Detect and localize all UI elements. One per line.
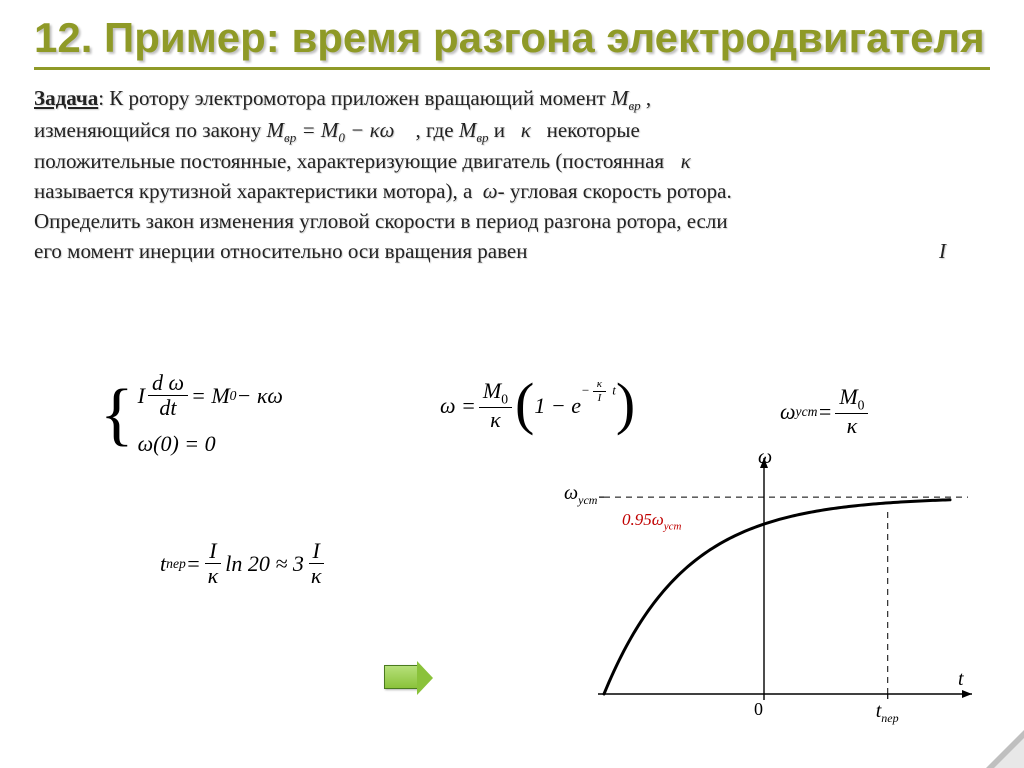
task-label: Задача: [34, 86, 98, 110]
x-axis-label: t: [958, 668, 964, 691]
eq-system: { I d ωdt = M0 − κω ω(0) = 0: [100, 372, 283, 457]
title-rule: [34, 67, 990, 70]
annot-95: 0.95ωуст: [622, 510, 681, 532]
page-curl-icon: [986, 730, 1024, 768]
y-axis-label: ω: [758, 446, 772, 469]
problem-statement: Задача: К ротору электромотора приложен …: [34, 84, 990, 267]
arrow-icon: [384, 665, 418, 689]
eq-solution: ω = M0κ ( 1 − e −κI t ): [440, 380, 635, 431]
eq-steady: ωуст = M0κ: [780, 386, 871, 437]
eq-tper: tпер = Iκ ln 20 ≈ 3 Iκ: [160, 540, 328, 587]
omega-vs-t-chart: ω ωуст 0.95ωуст t 0 tпер: [540, 444, 980, 734]
slide-title: 12. Пример: время разгона электродвигате…: [34, 14, 990, 61]
origin-label: 0: [754, 699, 763, 720]
